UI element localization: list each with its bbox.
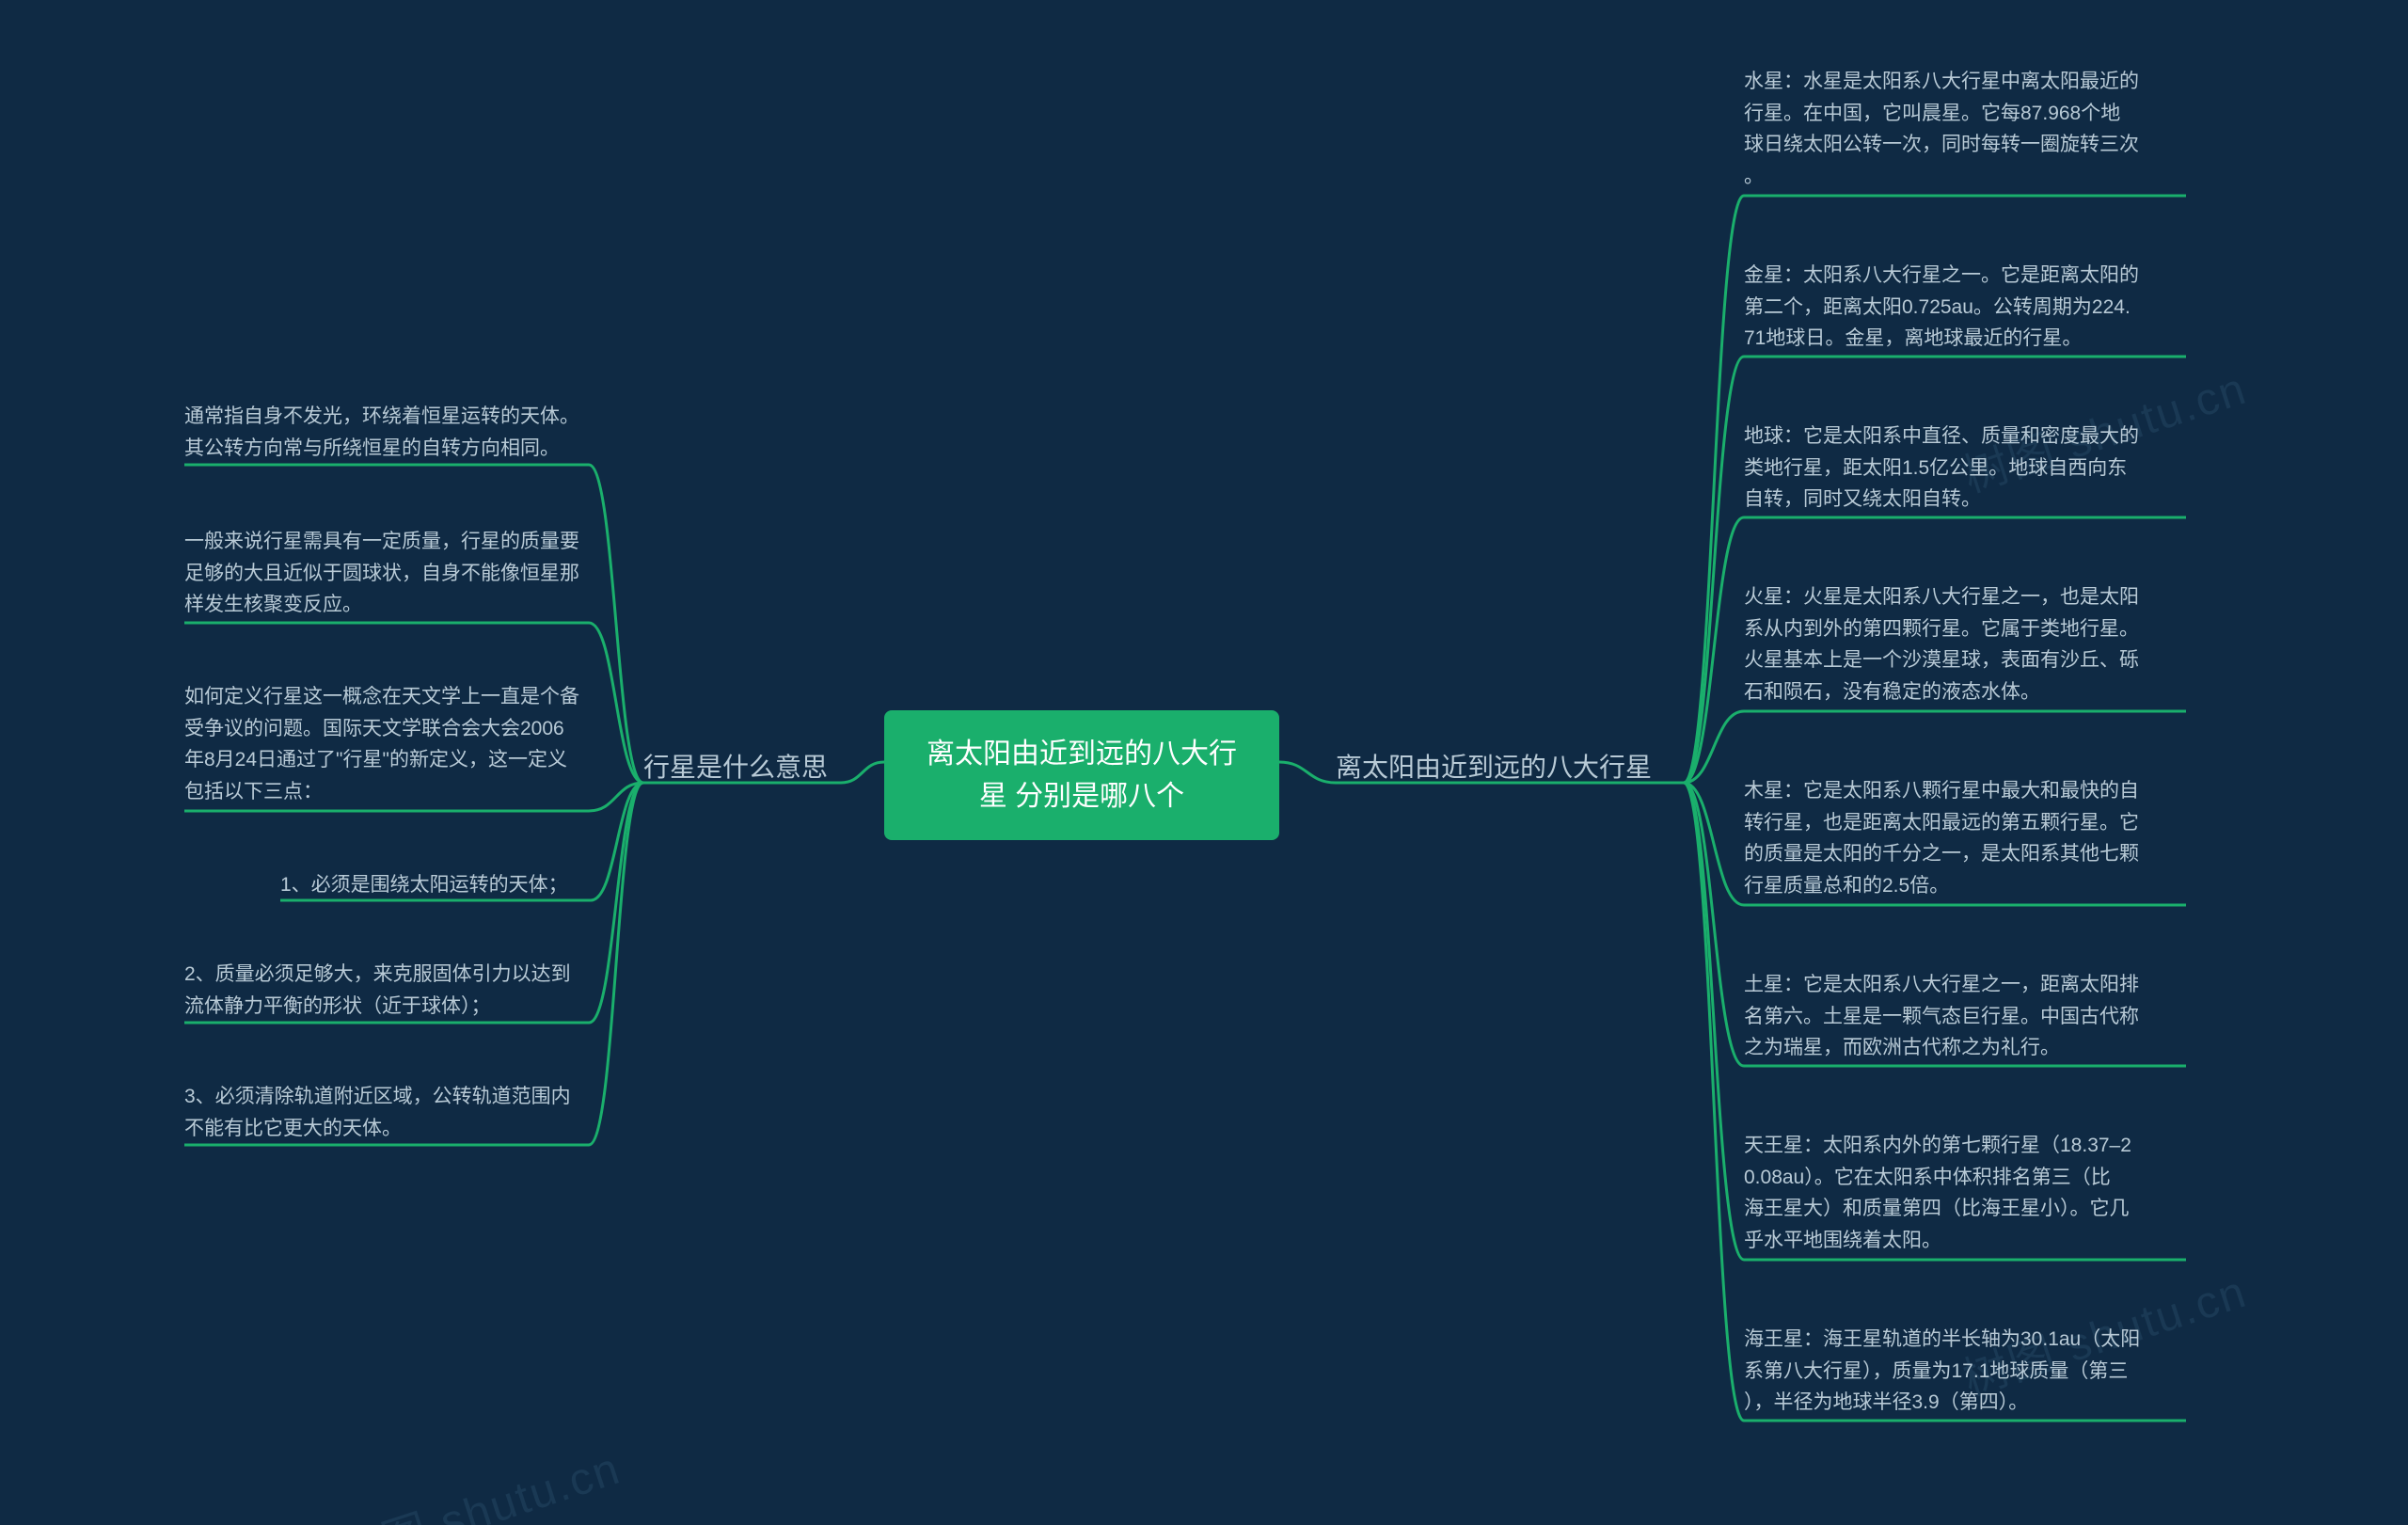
center-node[interactable]: 离太阳由近到远的八大行星 分别是哪八个: [884, 710, 1279, 840]
right-leaf[interactable]: 金星：太阳系八大行星之一。它是距离太阳的第二个，距离太阳0.725au。公转周期…: [1744, 256, 2186, 358]
connector: [1684, 357, 1744, 783]
connector: [589, 783, 643, 1145]
connector: [589, 465, 643, 783]
right-leaf[interactable]: 海王星：海王星轨道的半长轴为30.1au（太阳系第八大行星），质量为17.1地球…: [1744, 1320, 2186, 1422]
right-leaf[interactable]: 木星：它是太阳系八颗行星中最大和最快的自转行星，也是距离太阳最远的第五颗行星。它…: [1744, 771, 2186, 905]
connector: [589, 783, 643, 1023]
left-leaf[interactable]: 如何定义行星这一概念在天文学上一直是个备受争议的问题。国际天文学联合会大会200…: [184, 677, 589, 811]
right-leaf[interactable]: 水星：水星是太阳系八大行星中离太阳最近的行星。在中国，它叫晨星。它每87.968…: [1744, 62, 2186, 196]
connector: [1684, 783, 1744, 1260]
connector: [1279, 762, 1336, 783]
right-leaf[interactable]: 土星：它是太阳系八大行星之一，距离太阳排名第六。土星是一颗气态巨行星。中国古代称…: [1744, 965, 2186, 1068]
right-leaf[interactable]: 天王星：太阳系内外的第七颗行星（18.37–20.08au）。它在太阳系中体积排…: [1744, 1126, 2186, 1260]
left-branch-label[interactable]: 行星是什么意思: [643, 743, 841, 791]
left-leaf[interactable]: 2、质量必须足够大，来克服固体引力以达到流体静力平衡的形状（近于球体）；: [184, 955, 589, 1025]
connector: [1684, 196, 1744, 783]
connector: [841, 762, 884, 783]
right-leaf[interactable]: 地球：它是太阳系中直径、质量和密度最大的类地行星，距太阳1.5亿公里。地球自西向…: [1744, 417, 2186, 519]
left-leaf[interactable]: 一般来说行星需具有一定质量，行星的质量要足够的大且近似于圆球状，自身不能像恒星那…: [184, 522, 589, 625]
right-branch-label[interactable]: 离太阳由近到远的八大行星: [1336, 743, 1684, 791]
connector: [1684, 783, 1744, 1421]
left-leaf[interactable]: 通常指自身不发光，环绕着恒星运转的天体。其公转方向常与所绕恒星的自转方向相同。: [184, 397, 589, 468]
connector: [589, 623, 643, 783]
right-leaf[interactable]: 火星：火星是太阳系八大行星之一，也是太阳系从内到外的第四颗行星。它属于类地行星。…: [1744, 578, 2186, 711]
left-leaf[interactable]: 1、必须是围绕太阳运转的天体；: [280, 866, 591, 905]
left-leaf[interactable]: 3、必须清除轨道附近区域，公转轨道范围内不能有比它更大的天体。: [184, 1077, 589, 1148]
